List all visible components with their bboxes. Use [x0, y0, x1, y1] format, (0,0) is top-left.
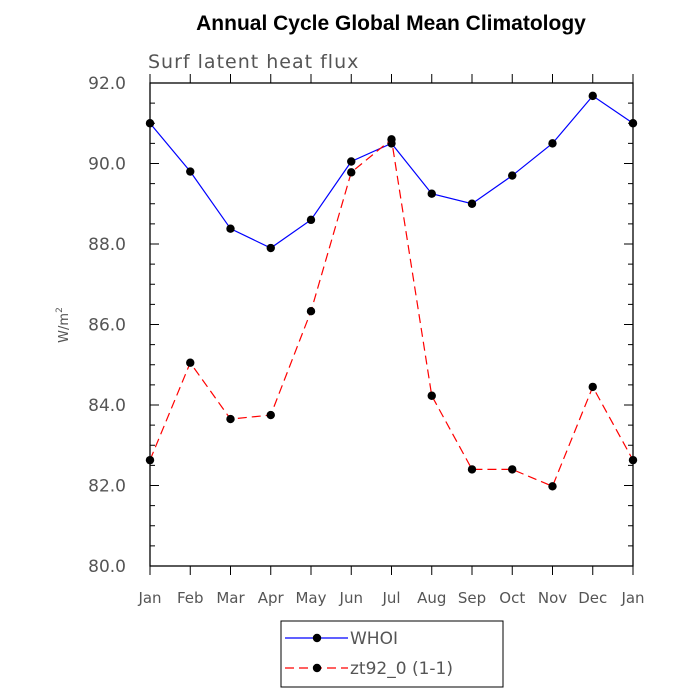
x-tick-label: Feb: [177, 589, 204, 607]
data-point: [628, 455, 638, 465]
y-tick-label: 80.0: [88, 557, 126, 577]
x-tick-label: Jan: [137, 589, 161, 607]
x-tick-label: Dec: [578, 589, 607, 607]
data-point: [186, 167, 195, 176]
chart-subtitle: Surf latent heat flux: [148, 51, 359, 73]
data-point: [427, 189, 436, 198]
x-tick-label: Aug: [417, 589, 446, 607]
series-line: [149, 138, 634, 488]
y-tick-label: 92.0: [88, 74, 126, 94]
x-tick-label: Apr: [258, 589, 285, 607]
data-point: [145, 119, 155, 128]
legend-label: zt92_0 (1-1): [350, 659, 453, 679]
data-point: [347, 168, 356, 177]
legend-box: [280, 620, 504, 688]
data-point: [347, 157, 356, 166]
data-point: [508, 171, 517, 180]
data-point: [306, 215, 316, 225]
x-tick-label: Oct: [499, 589, 525, 607]
data-point: [628, 119, 638, 128]
data-point: [266, 243, 275, 253]
y-axis-label: W/m2: [55, 307, 72, 343]
data-point: [588, 382, 597, 392]
data-point: [145, 455, 155, 465]
y-tick-label: 84.0: [88, 396, 126, 416]
plot-axes: 80.0 82.0 84.0 86.0 88.0 90.0 92.0 Jan Feb Mar Apr…: [88, 74, 645, 607]
series-0: [145, 91, 638, 253]
data-point: [588, 91, 597, 101]
data-point: [306, 307, 316, 316]
chart-title: Annual Cycle Global Mean Climatology: [196, 12, 586, 35]
y-tick-label: 82.0: [88, 477, 126, 497]
data-point: [266, 410, 275, 420]
y-tick-label: 86.0: [88, 316, 126, 336]
legend-marker: [312, 663, 322, 673]
series-1: [145, 135, 638, 491]
series-line: [149, 95, 634, 249]
x-tick-label: Nov: [538, 589, 567, 607]
data-point: [467, 465, 477, 474]
data-point: [508, 465, 517, 474]
data-point: [186, 358, 195, 367]
legend-item: WHOI: [285, 629, 398, 649]
y-tick-label: 90.0: [88, 155, 126, 175]
data-point: [467, 199, 477, 208]
data-point: [226, 414, 235, 424]
plot-frame: [149, 82, 634, 567]
x-tick-label: Jan: [620, 589, 644, 607]
x-tick-label: Jul: [381, 589, 400, 607]
y-tick-label: 88.0: [88, 235, 126, 255]
legend: WHOI zt92_0 (1-1): [280, 620, 504, 688]
x-tick-label: Jun: [339, 589, 363, 607]
legend-marker: [312, 633, 322, 643]
legend-label: WHOI: [350, 629, 398, 649]
data-point: [226, 224, 235, 233]
data-point: [548, 482, 557, 491]
x-tick-label: May: [295, 589, 326, 607]
x-tick-label: Mar: [216, 589, 245, 607]
series-layer: [145, 91, 638, 491]
data-point: [427, 391, 436, 400]
data-point: [387, 135, 396, 144]
data-point: [548, 139, 557, 148]
x-tick-label: Sep: [458, 589, 486, 607]
legend-item: zt92_0 (1-1): [285, 659, 453, 679]
